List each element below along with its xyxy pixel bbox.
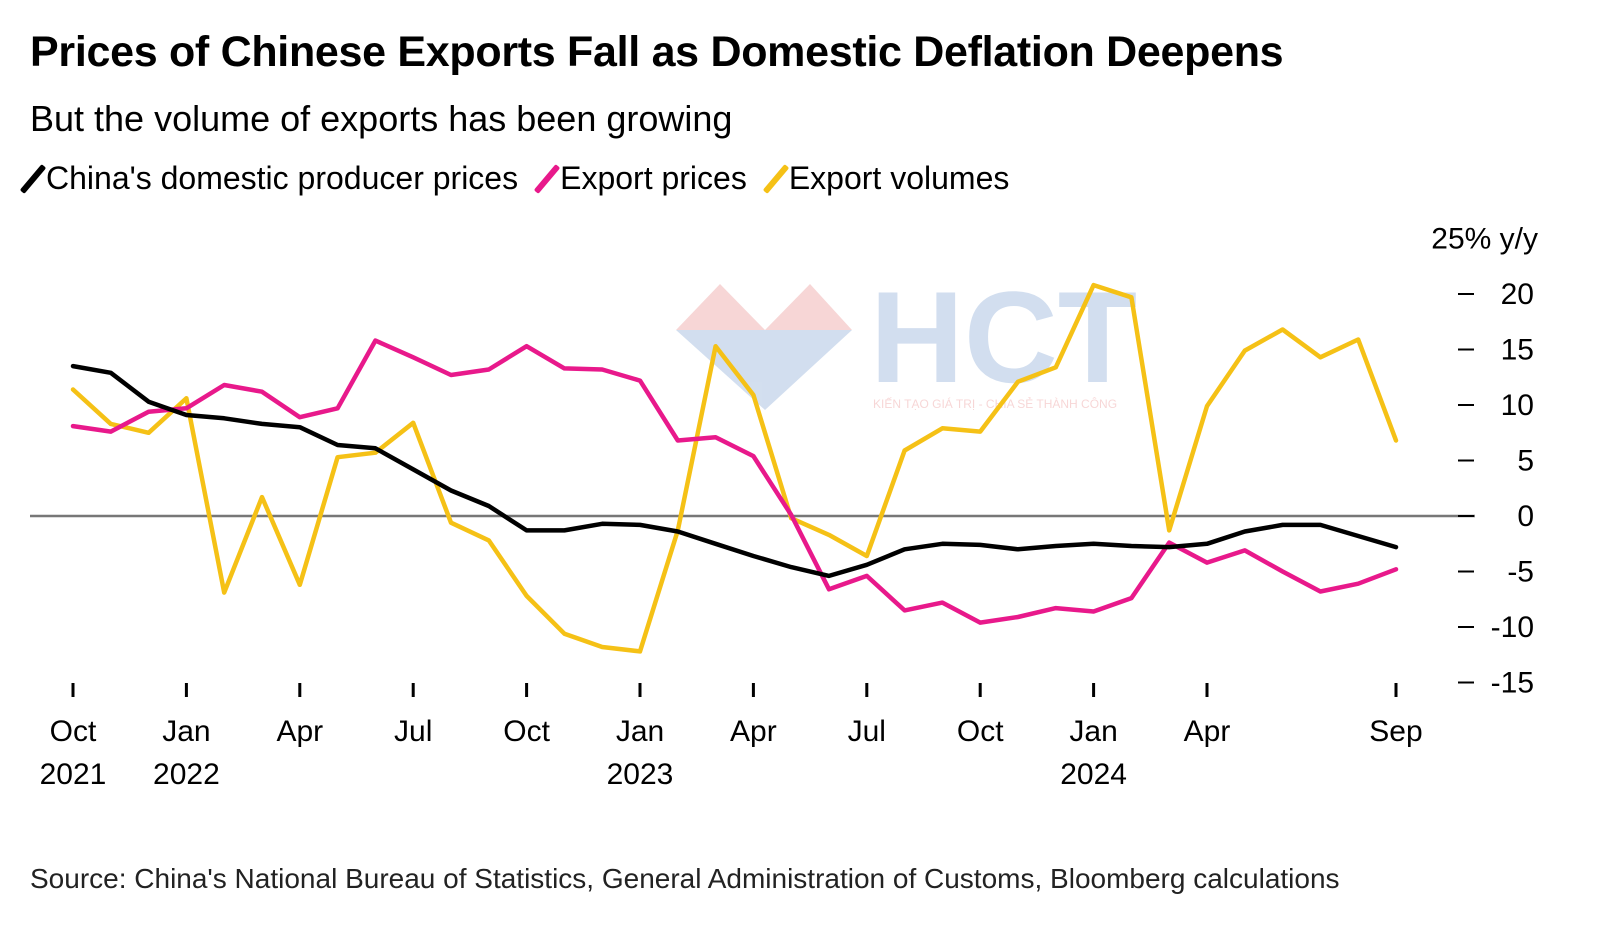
x-tick-label: Jan bbox=[1069, 715, 1117, 748]
y-tick-label: 10 bbox=[1501, 389, 1534, 422]
x-tick-label: Jan bbox=[616, 715, 664, 748]
y-tick-label: -10 bbox=[1491, 611, 1534, 644]
watermark-tagline: KIẾN TẠO GIÁ TRỊ - CHIA SẺ THÀNH CÔNG bbox=[873, 396, 1117, 411]
y-tick-label: 5 bbox=[1517, 445, 1534, 478]
x-tick-year-label: 2024 bbox=[1060, 758, 1127, 791]
y-tick-label: -5 bbox=[1507, 556, 1534, 589]
x-tick-label: Oct bbox=[50, 715, 97, 748]
y-tick-label: 20 bbox=[1501, 278, 1534, 311]
x-tick-label: Jul bbox=[394, 715, 432, 748]
series-line-producer-prices bbox=[70, 363, 1399, 579]
x-tick-year-label: 2023 bbox=[607, 758, 674, 791]
legend-item-export-volumes: Export volumes bbox=[762, 160, 1010, 197]
legend-item-export-prices: Export prices bbox=[533, 160, 747, 197]
watermark-shape bbox=[676, 330, 765, 410]
y-tick-label: -15 bbox=[1491, 667, 1534, 700]
chart-title: Prices of Chinese Exports Fall as Domest… bbox=[30, 28, 1284, 76]
source-note: Source: China's National Bureau of Stati… bbox=[30, 863, 1340, 894]
watermark-shape bbox=[676, 284, 765, 330]
x-tick-label: Sep bbox=[1369, 715, 1422, 748]
series-line-export-volumes bbox=[70, 282, 1399, 654]
x-tick-label: Oct bbox=[503, 715, 550, 748]
legend-label-ppi: China's domestic producer prices bbox=[46, 160, 519, 196]
legend-label-export-prices: Export prices bbox=[560, 160, 747, 196]
y-tick-label: 15 bbox=[1501, 334, 1534, 367]
x-tick-label: Jul bbox=[848, 715, 886, 748]
legend-label-export-volumes: Export volumes bbox=[788, 160, 1010, 196]
x-tick-year-label: 2022 bbox=[153, 758, 220, 791]
legend: China's domestic producer prices Export … bbox=[19, 160, 1010, 197]
x-tick-year-label: 2021 bbox=[40, 758, 107, 791]
y-tick-label: 0 bbox=[1517, 500, 1534, 533]
x-tick-label: Apr bbox=[276, 715, 323, 748]
legend-item-ppi: China's domestic producer prices bbox=[19, 160, 519, 197]
x-tick-label: Jan bbox=[162, 715, 210, 748]
chart-subtitle: But the volume of exports has been growi… bbox=[30, 98, 733, 139]
series-line-export-prices bbox=[70, 338, 1399, 625]
watermark-shape bbox=[765, 284, 852, 330]
y-axis-unit-label: 25% y/y bbox=[1431, 223, 1538, 256]
x-tick-label: Apr bbox=[1184, 715, 1231, 748]
x-tick-label: Oct bbox=[957, 715, 1004, 748]
x-tick-label: Apr bbox=[730, 715, 777, 748]
watermark-shape bbox=[765, 330, 852, 410]
